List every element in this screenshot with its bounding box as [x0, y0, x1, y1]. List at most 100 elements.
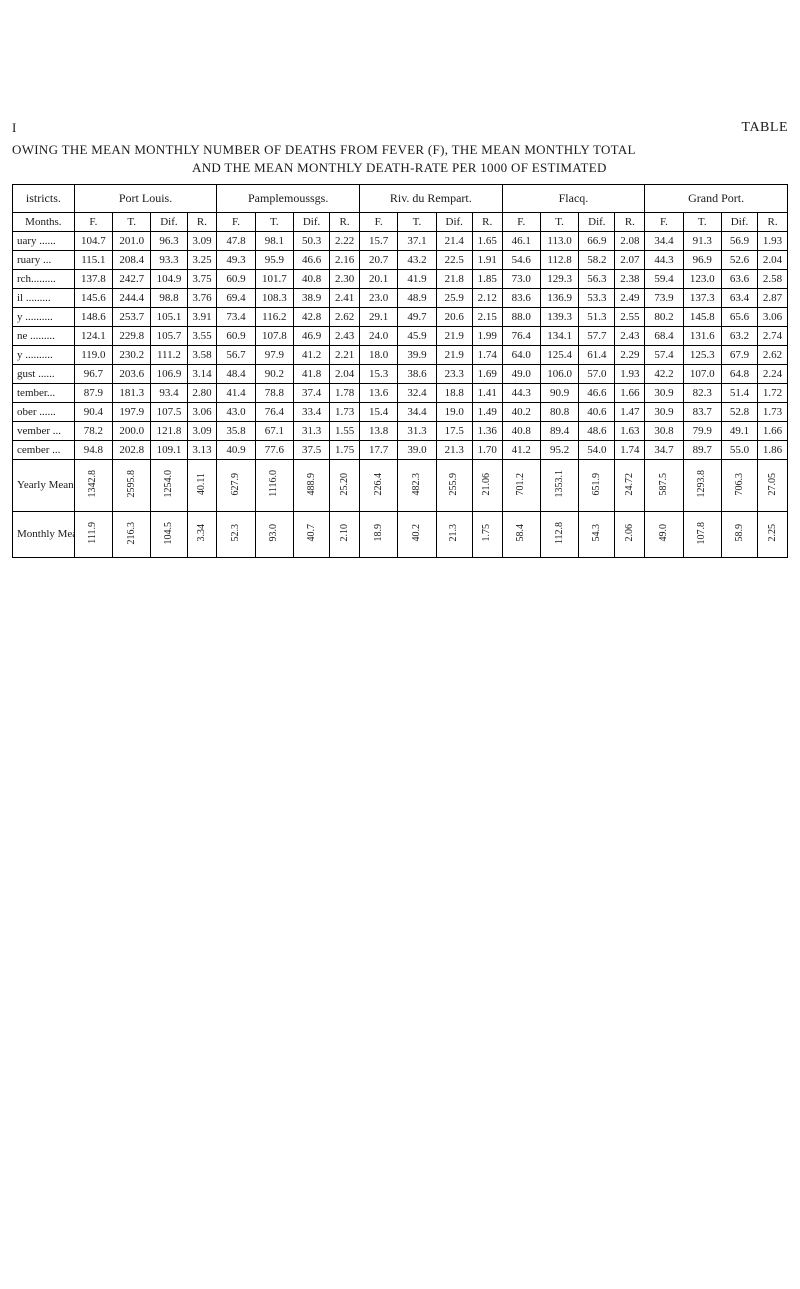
cell: 1.49 — [472, 403, 502, 422]
table-row: ober ......90.4197.9107.53.0643.076.433.… — [13, 403, 788, 422]
cell: 131.6 — [683, 327, 721, 346]
cell: 203.6 — [113, 365, 151, 384]
cell: 129.3 — [540, 270, 578, 289]
cell: 98.1 — [255, 232, 293, 251]
cell: 50.3 — [293, 232, 329, 251]
cell: 90.4 — [74, 403, 112, 422]
row-label: tember... — [13, 384, 75, 403]
rotated-value: 488.9 — [307, 473, 317, 496]
rotated-value: 3.34 — [197, 524, 207, 542]
cell: 1.66 — [758, 422, 788, 441]
cell: 20.7 — [360, 251, 398, 270]
cell: 2.04 — [758, 251, 788, 270]
summary-label: Monthly Means — [13, 511, 75, 558]
cell: 93.4 — [151, 384, 187, 403]
cell: 482.3 — [398, 460, 436, 512]
data-table: istricts. Port Louis. Pamplemoussgs. Riv… — [12, 184, 788, 558]
row-label: ruary ... — [13, 251, 75, 270]
cell: 32.4 — [398, 384, 436, 403]
cell: 45.9 — [398, 327, 436, 346]
cell: 200.0 — [113, 422, 151, 441]
cell: 1.73 — [758, 403, 788, 422]
cell: 121.8 — [151, 422, 187, 441]
rotated-value: 1254.0 — [164, 470, 174, 498]
cell: 197.9 — [113, 403, 151, 422]
cell: 1.73 — [330, 403, 360, 422]
cell: 148.6 — [74, 308, 112, 327]
cell: 116.2 — [255, 308, 293, 327]
cell: 34.4 — [398, 403, 436, 422]
cell: 73.9 — [645, 289, 683, 308]
cell: 49.3 — [217, 251, 255, 270]
col-F: F. — [645, 213, 683, 232]
rotated-value: 104.5 — [164, 522, 174, 545]
rotated-value: 1116.0 — [269, 470, 279, 497]
summary-label: Yearly Means — [13, 460, 75, 512]
cell: 49.0 — [645, 511, 683, 558]
col-F: F. — [502, 213, 540, 232]
col-Dif: Dif. — [721, 213, 757, 232]
cell: 96.3 — [151, 232, 187, 251]
monthly-means-row: Monthly Means111.9216.3104.53.3452.393.0… — [13, 511, 788, 558]
col-R: R. — [758, 213, 788, 232]
cell: 3.75 — [187, 270, 217, 289]
row-label: vember ... — [13, 422, 75, 441]
cell: 40.8 — [293, 270, 329, 289]
cell: 38.9 — [293, 289, 329, 308]
cell: 47.8 — [217, 232, 255, 251]
col-T: T. — [113, 213, 151, 232]
cell: 137.8 — [74, 270, 112, 289]
cell: 22.5 — [436, 251, 472, 270]
col-Dif: Dif. — [436, 213, 472, 232]
cell: 63.6 — [721, 270, 757, 289]
cell: 230.2 — [113, 346, 151, 365]
table-body: uary ......104.7201.096.33.0947.898.150.… — [13, 232, 788, 558]
cell: 48.6 — [579, 422, 615, 441]
table-row: ne .........124.1229.8105.73.5560.9107.8… — [13, 327, 788, 346]
row-label: ne ......... — [13, 327, 75, 346]
cell: 1.85 — [472, 270, 502, 289]
cell: 2.21 — [330, 346, 360, 365]
cell: 1.47 — [615, 403, 645, 422]
col-F: F. — [217, 213, 255, 232]
cell: 41.2 — [502, 441, 540, 460]
rotated-value: 21.06 — [482, 473, 492, 496]
cell: 107.8 — [255, 327, 293, 346]
cell: 67.9 — [721, 346, 757, 365]
cell: 78.2 — [74, 422, 112, 441]
row-label: y .......... — [13, 308, 75, 327]
table-row: vember ...78.2200.0121.83.0935.867.131.3… — [13, 422, 788, 441]
row-label: uary ...... — [13, 232, 75, 251]
cell: 53.3 — [579, 289, 615, 308]
cell: 2.38 — [615, 270, 645, 289]
cell: 52.8 — [721, 403, 757, 422]
cell: 48.9 — [398, 289, 436, 308]
cell: 3.09 — [187, 422, 217, 441]
cell: 1.91 — [472, 251, 502, 270]
cell: 55.0 — [721, 441, 757, 460]
rotated-value: 216.3 — [127, 522, 137, 545]
cell: 701.2 — [502, 460, 540, 512]
rotated-value: 27.05 — [768, 473, 778, 496]
cell: 2.25 — [758, 511, 788, 558]
cell: 136.9 — [540, 289, 578, 308]
cell: 2.24 — [758, 365, 788, 384]
cell: 63.2 — [721, 327, 757, 346]
cell: 1342.8 — [74, 460, 112, 512]
cell: 76.4 — [502, 327, 540, 346]
cell: 2.30 — [330, 270, 360, 289]
cell: 89.4 — [540, 422, 578, 441]
table-row: gust ......96.7203.6106.93.1448.490.241.… — [13, 365, 788, 384]
cell: 40.7 — [293, 511, 329, 558]
cell: 3.58 — [187, 346, 217, 365]
cell: 42.8 — [293, 308, 329, 327]
group-header-port-louis: Port Louis. — [74, 185, 217, 213]
cell: 20.1 — [360, 270, 398, 289]
table-label: TABLE — [12, 120, 788, 136]
cell: 3.55 — [187, 327, 217, 346]
cell: 37.4 — [293, 384, 329, 403]
group-header-rempart: Riv. du Rempart. — [360, 185, 503, 213]
rotated-value: 18.9 — [374, 524, 384, 542]
cell: 651.9 — [579, 460, 615, 512]
cell: 3.06 — [187, 403, 217, 422]
